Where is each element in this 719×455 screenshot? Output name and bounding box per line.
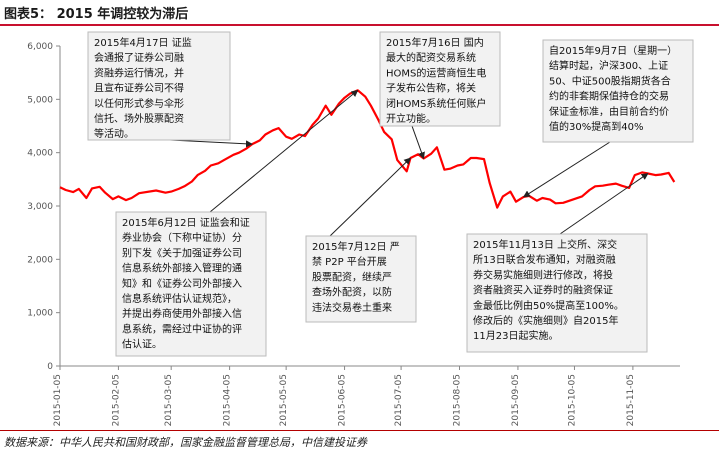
callout-line: HOMS的运营商恒生电 [386, 66, 486, 79]
annotation-arrows [169, 89, 649, 237]
x-tick-label: 2015-03-05 [164, 374, 174, 426]
callout-line: 等活动。 [94, 127, 134, 140]
callout-box [466, 233, 648, 353]
annotation-callout: 自2015年9月7日（星期一） 结算时起，沪深300、上证 50、中证500股指期货… [542, 39, 694, 143]
callout-line: 闭HOMS系统任何账户 [386, 97, 486, 110]
annotation-callouts: 2015年4月17日 证监会通报了证券公司融资融券运行情况，并且宣布证券公司不得… [87, 31, 694, 357]
callout-line: 券交易实施细则进行修改，将投 [473, 268, 613, 281]
x-tick-label: 2015-06-05 [338, 374, 348, 426]
x-tick-label: 2015-01-05 [53, 374, 63, 426]
x-tick-label: 2015-07-05 [394, 374, 404, 426]
callout-box [87, 31, 231, 141]
callout-line: 查场外配资，以防 [312, 286, 392, 299]
callout-line: 券业协会（下称中证协）分 [122, 231, 242, 244]
x-tick-label: 2015-08-05 [453, 374, 463, 426]
callout-line: 保证金标准，由目前合约价 [549, 105, 669, 118]
callout-line: 2015年4月17日 证监 [94, 36, 192, 49]
annotation-arrow [559, 173, 649, 235]
annotation-callout: 2015年11月13日 上交所、深交所13日联合发布通知，对融资融券交易实施细则… [466, 233, 648, 353]
y-tick-label: 2,000 [27, 255, 53, 265]
x-tick-label: 2015-11-05 [626, 374, 636, 426]
callout-box [542, 39, 694, 143]
callout-line: 2015年11月13日 上交所、深交 [473, 238, 617, 251]
x-tick-label: 2015-02-05 [111, 374, 121, 426]
callout-box [305, 235, 417, 323]
callout-line: 值的30%提高到40% [549, 120, 643, 133]
callout-line: 信息系统外部接入管理的通 [122, 262, 242, 275]
source-rule [0, 430, 719, 431]
source-note: 数据来源：中华人民共和国财政部，国家金融监督管理总局，中信建投证券 [4, 436, 367, 449]
y-tick-label: 0 [47, 362, 53, 372]
callout-line: 别下发《关于加强证券公司 [122, 246, 242, 259]
callout-line: 资者融资买入证券时的融资保证 [473, 284, 613, 297]
callout-line: 违法交易卷土重来 [312, 301, 392, 314]
y-tick-label: 4,000 [27, 149, 53, 159]
callout-text: 自2015年9月7日（星期一） 结算时起，沪深300、上证 50、中证500股指期货… [549, 44, 677, 133]
callout-line: 修改后的《实施细则》自2015年 [473, 314, 618, 327]
callout-line: 资融券运行情况，并 [94, 66, 184, 79]
callout-text: 2015年11月13日 上交所、深交所13日联合发布通知，对融资融券交易实施细则… [473, 238, 624, 342]
annotation-arrow [329, 157, 412, 237]
price-line-layer [59, 89, 676, 209]
callout-line: 11月23日起实施。 [473, 329, 558, 342]
callout-line: 约的非套期保值持仓的交易 [549, 90, 669, 103]
annotation-callout: 2015年4月17日 证监会通报了证券公司融资融券运行情况，并且宣布证券公司不得… [87, 31, 231, 141]
annotation-arrow [169, 139, 253, 148]
title-rule [0, 24, 719, 26]
callout-line: 2015年7月12日 严 [312, 240, 400, 253]
annotation-arrow [209, 89, 359, 213]
title-bar: 图表5： 2015 年调控较为滞后 [0, 0, 719, 24]
x-tick-label: 2015-05-05 [279, 374, 289, 426]
callout-line: 息系统，需经过中证协的评 [122, 322, 242, 335]
callout-line: 结算时起，沪深300、上证 [549, 59, 668, 72]
callout-line: 子发布公告称，将关 [386, 82, 476, 95]
callout-line: 所13日联合发布通知，对融资融 [473, 253, 616, 266]
callout-line: 股票配资，继续严 [312, 270, 392, 283]
y-tick-label: 1,000 [27, 309, 53, 319]
annotation-callout: 2015年7月12日 严禁 P2P 平台开展股票配资，继续严查场外配资，以防违法… [305, 235, 417, 323]
callout-line: 2015年6月12日 证监会和证 [122, 216, 250, 229]
y-tick-label: 3,000 [27, 202, 53, 212]
callout-line: 自2015年9月7日（星期一） [549, 44, 677, 57]
callout-box [379, 31, 501, 127]
callout-text: 2015年6月12日 证监会和证券业协会（下称中证协）分别下发《关于加强证券公司… [122, 216, 250, 351]
annotation-arrow [522, 141, 611, 198]
callout-line: 信息系统评估认证规范》， [122, 292, 237, 305]
chart: 0 1,000 2,000 3,000 4,000 5,000 6,000 2015-01-0… [27, 31, 694, 426]
callout-line: 估认证。 [122, 338, 162, 351]
x-tick-label: 2015-10-05 [567, 374, 577, 426]
price-series-line [59, 89, 676, 209]
y-tick-label: 5,000 [27, 95, 53, 105]
callout-line: 会通报了证券公司融 [94, 51, 184, 64]
callout-line: 50、中证500股指期货各合 [549, 74, 671, 87]
callout-line: 并提出券商使用外部接入信 [122, 307, 242, 320]
annotation-callout: 2015年7月16日 国内最大的配资交易系统 HOMS的运营商恒生电子发布公告称，… [379, 31, 501, 127]
callout-text: 2015年7月12日 严禁 P2P 平台开展股票配资，继续严查场外配资，以防违法… [312, 240, 400, 314]
callout-line: 开立功能。 [386, 112, 436, 125]
callout-line: 且宣布证券公司不得 [94, 82, 184, 95]
y-tick-label: 6,000 [27, 42, 53, 52]
callout-line: 以任何形式参与伞形 [94, 97, 184, 110]
callout-line: 金最低比例由50%提高至100%。 [473, 299, 624, 312]
callout-box [115, 211, 267, 357]
callout-text: 2015年4月17日 证监会通报了证券公司融资融券运行情况，并且宣布证券公司不得… [94, 36, 192, 140]
x-tick-label: 2015-04-05 [223, 374, 233, 426]
callout-line: 信托、场外股票配资 [94, 112, 184, 125]
figure-title: 图表5： 2015 年调控较为滞后 [4, 7, 189, 22]
callout-line: 知》和《证券公司外部接入 [122, 277, 242, 290]
annotation-callout: 2015年6月12日 证监会和证券业协会（下称中证协）分别下发《关于加强证券公司… [115, 211, 267, 357]
annotation-arrow [411, 125, 425, 160]
x-tick-label: 2015-09-05 [511, 374, 521, 426]
axes: 0 1,000 2,000 3,000 4,000 5,000 6,000 2015-01-0… [27, 42, 680, 426]
callout-line: 禁 P2P 平台开展 [312, 255, 387, 268]
callout-text: 2015年7月16日 国内最大的配资交易系统 HOMS的运营商恒生电子发布公告称，… [386, 36, 486, 125]
callout-line: 2015年7月16日 国内 [386, 36, 484, 49]
callout-line: 最大的配资交易系统 [386, 51, 476, 64]
